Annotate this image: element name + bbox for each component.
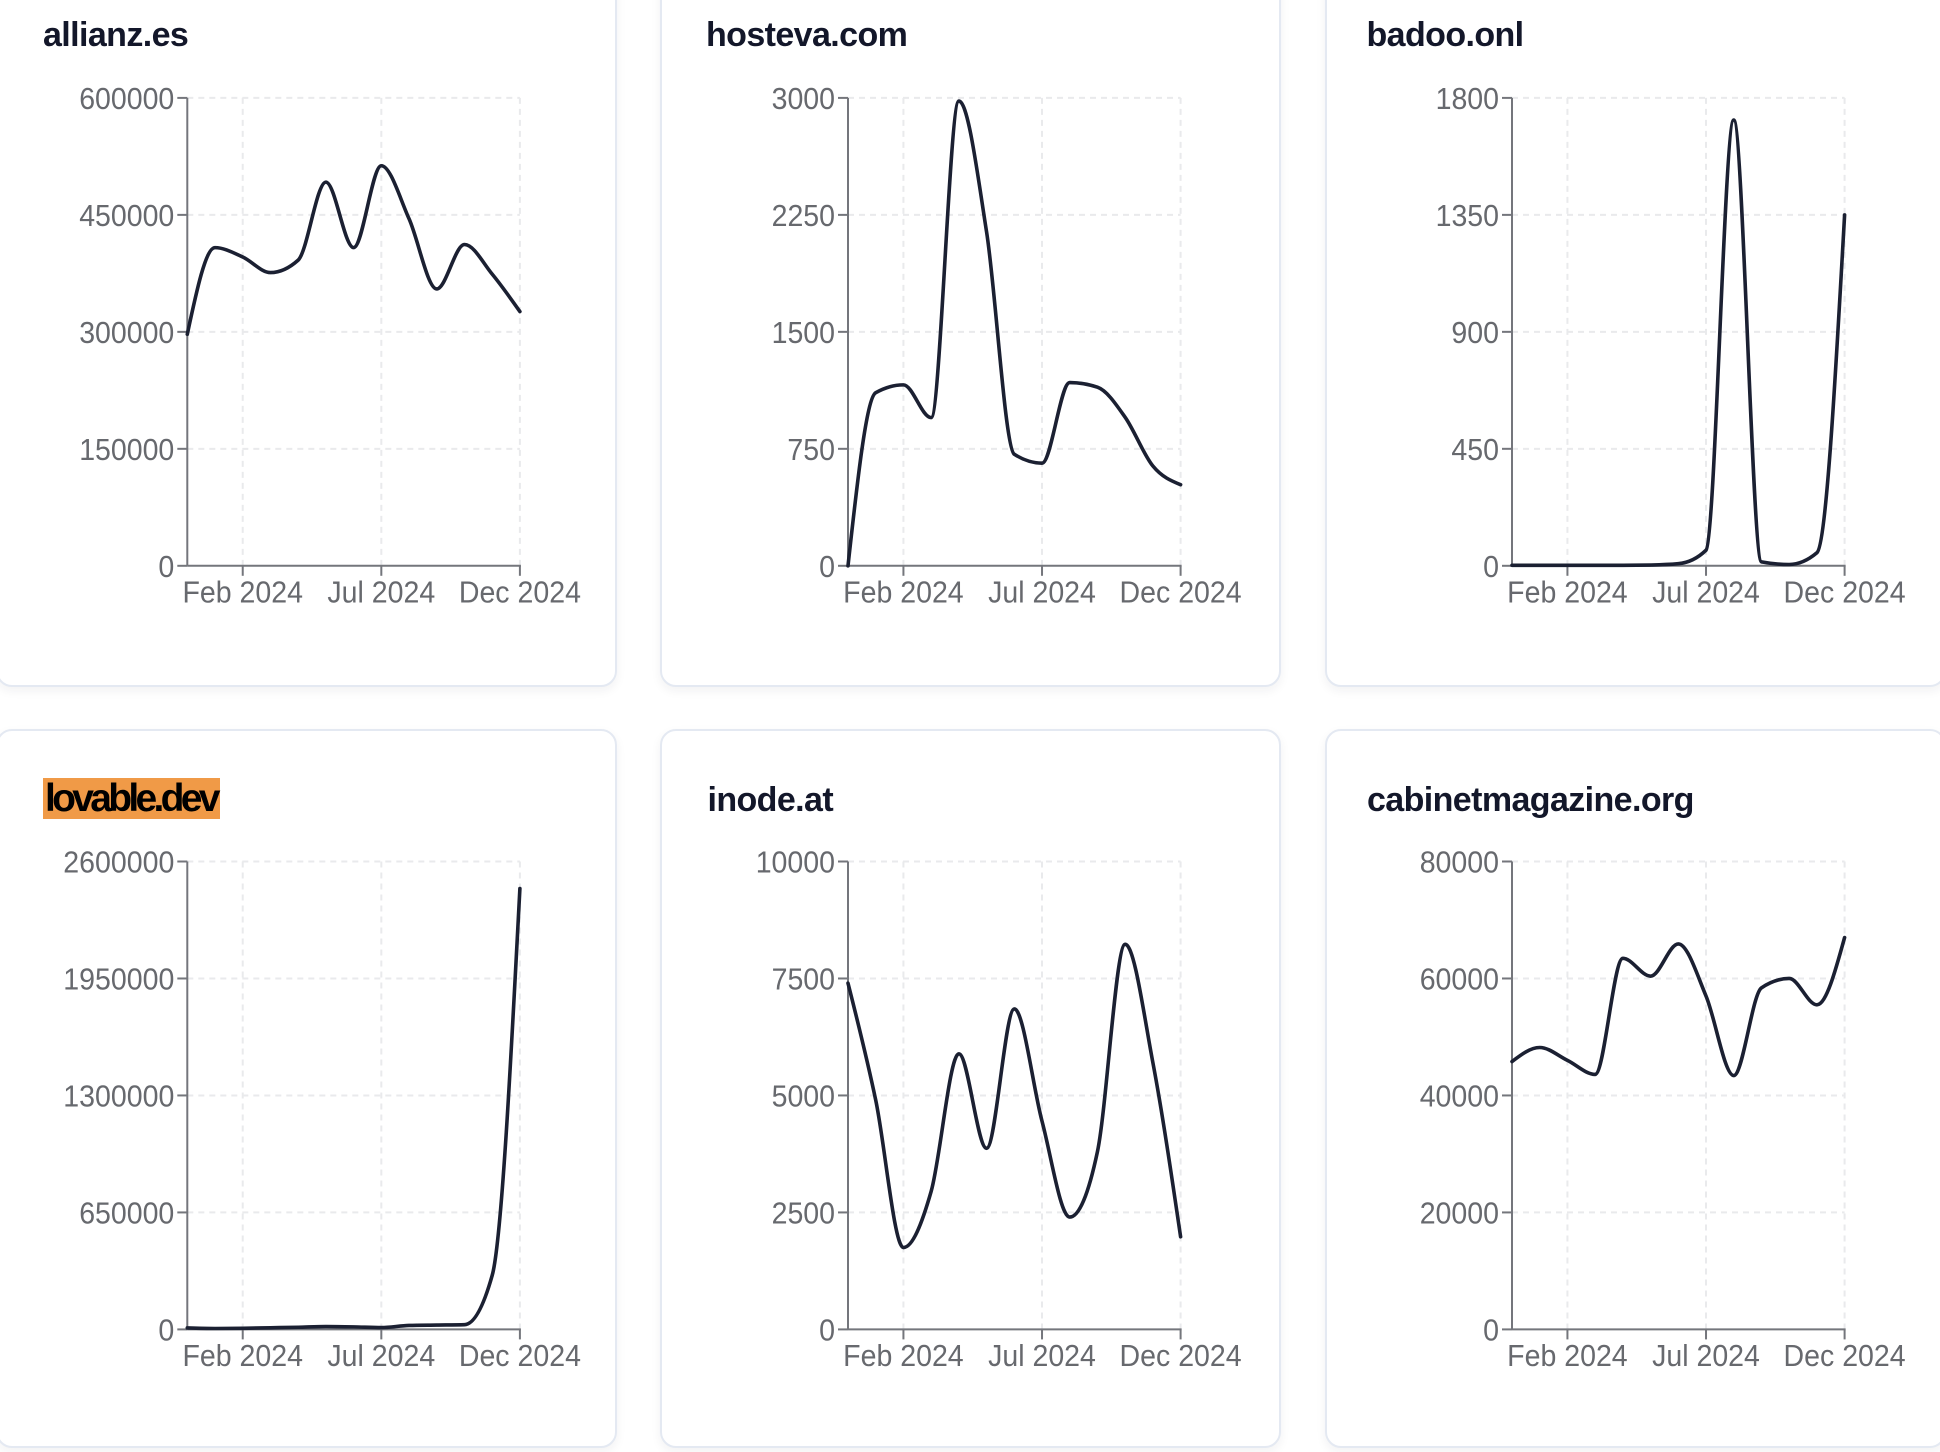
- svg-text:650000: 650000: [79, 1195, 174, 1230]
- svg-text:450000: 450000: [79, 198, 174, 233]
- svg-text:Dec 2024: Dec 2024: [459, 574, 581, 609]
- svg-text:Feb 2024: Feb 2024: [1507, 574, 1628, 609]
- svg-text:0: 0: [158, 1312, 174, 1347]
- svg-text:80000: 80000: [1420, 845, 1499, 880]
- svg-text:600000: 600000: [79, 81, 174, 116]
- svg-text:3000: 3000: [772, 81, 835, 116]
- svg-text:Dec 2024: Dec 2024: [1120, 574, 1242, 609]
- svg-text:1800: 1800: [1436, 81, 1499, 116]
- svg-text:Dec 2024: Dec 2024: [1784, 1338, 1906, 1373]
- svg-text:Feb 2024: Feb 2024: [1507, 1338, 1628, 1373]
- svg-text:2600000: 2600000: [63, 845, 174, 880]
- svg-text:Jul 2024: Jul 2024: [988, 574, 1096, 609]
- svg-text:1350: 1350: [1436, 198, 1499, 233]
- svg-text:2250: 2250: [772, 198, 835, 233]
- svg-text:Jul 2024: Jul 2024: [327, 574, 435, 609]
- svg-text:Feb 2024: Feb 2024: [182, 1338, 303, 1373]
- svg-text:1500: 1500: [772, 315, 835, 350]
- svg-text:5000: 5000: [772, 1078, 835, 1113]
- svg-text:0: 0: [819, 1312, 835, 1347]
- svg-text:1300000: 1300000: [63, 1078, 174, 1113]
- svg-text:Jul 2024: Jul 2024: [327, 1338, 435, 1373]
- svg-text:7500: 7500: [772, 961, 835, 996]
- svg-text:60000: 60000: [1420, 961, 1499, 996]
- svg-text:750: 750: [787, 432, 835, 467]
- svg-text:Jul 2024: Jul 2024: [988, 1338, 1096, 1373]
- svg-text:Feb 2024: Feb 2024: [182, 574, 303, 609]
- svg-text:Feb 2024: Feb 2024: [843, 574, 964, 609]
- svg-text:2500: 2500: [772, 1195, 835, 1230]
- svg-text:1950000: 1950000: [63, 961, 174, 996]
- svg-text:20000: 20000: [1420, 1195, 1499, 1230]
- svg-text:0: 0: [158, 549, 174, 584]
- svg-text:Dec 2024: Dec 2024: [1120, 1338, 1242, 1373]
- svg-text:0: 0: [1483, 549, 1499, 584]
- svg-text:300000: 300000: [79, 315, 174, 350]
- svg-text:Jul 2024: Jul 2024: [1652, 1338, 1760, 1373]
- svg-text:Jul 2024: Jul 2024: [1652, 574, 1760, 609]
- svg-text:150000: 150000: [79, 432, 174, 467]
- svg-text:Dec 2024: Dec 2024: [459, 1338, 581, 1373]
- svg-text:10000: 10000: [756, 845, 835, 880]
- svg-text:900: 900: [1451, 315, 1499, 350]
- svg-text:Feb 2024: Feb 2024: [843, 1338, 964, 1373]
- svg-text:0: 0: [819, 549, 835, 584]
- svg-text:0: 0: [1483, 1312, 1499, 1347]
- svg-text:40000: 40000: [1420, 1078, 1499, 1113]
- svg-text:Dec 2024: Dec 2024: [1784, 574, 1906, 609]
- svg-text:450: 450: [1451, 432, 1499, 467]
